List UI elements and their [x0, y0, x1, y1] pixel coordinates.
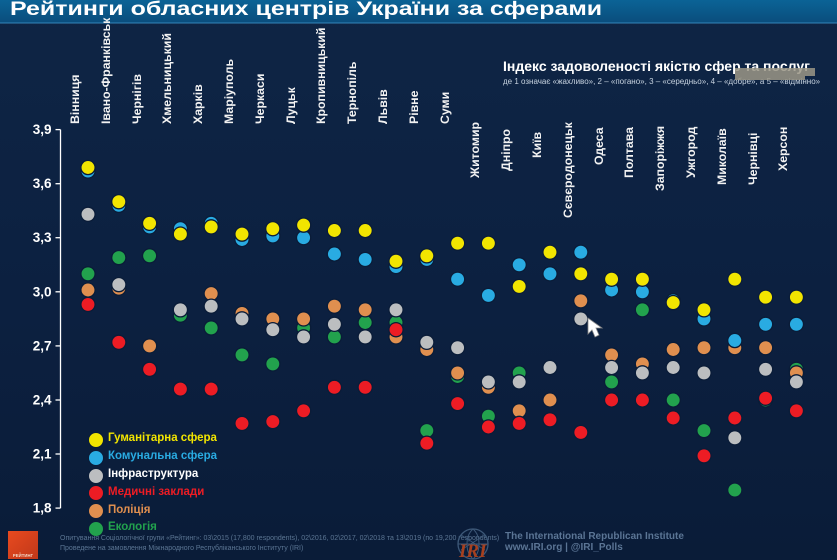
svg-text:2,1: 2,1 [33, 447, 52, 462]
svg-text:2,4: 2,4 [33, 393, 52, 408]
svg-text:3,0: 3,0 [33, 284, 52, 299]
svg-text:3,6: 3,6 [33, 176, 52, 191]
svg-text:2,7: 2,7 [33, 338, 52, 353]
svg-text:3,3: 3,3 [33, 230, 52, 245]
svg-text:1,8: 1,8 [33, 501, 52, 516]
svg-text:3,9: 3,9 [33, 122, 52, 137]
